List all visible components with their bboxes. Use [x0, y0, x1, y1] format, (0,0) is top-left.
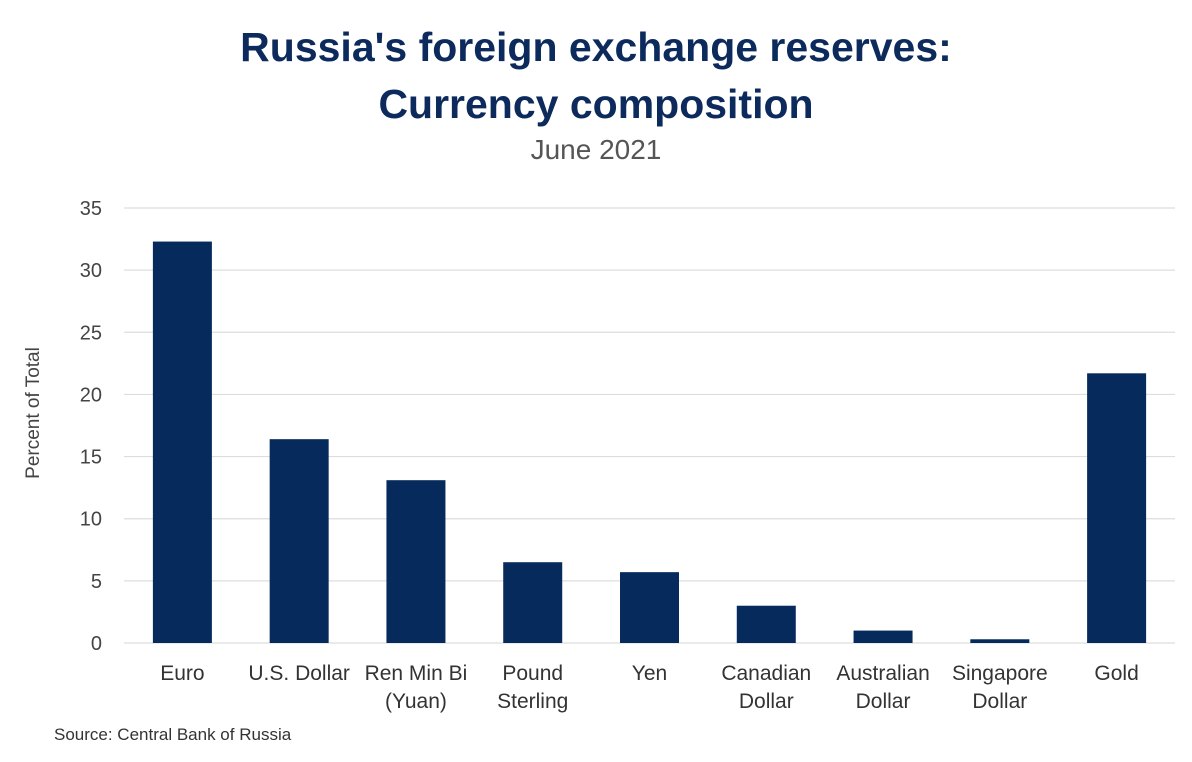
x-category-label-line: (Yuan) [385, 690, 447, 713]
x-category-label: Australian Dollar [836, 662, 929, 713]
x-category-label-line: Pound [502, 662, 563, 685]
bar [386, 480, 446, 643]
bars [152, 241, 1147, 644]
x-category-label-line: Australian [836, 662, 929, 685]
y-tick-label: 5 [91, 571, 102, 593]
x-category-label-line: Dollar [739, 690, 794, 713]
x-axis-labels: Euro U.S. Dollar Ren Min Bi (Yuan) Pound Ster… [160, 662, 1139, 713]
x-category-label: Pound Sterling [497, 662, 568, 713]
bar [736, 605, 796, 643]
x-category-label-line: Euro [160, 662, 204, 685]
x-category-label: U.S. Dollar [248, 662, 350, 685]
y-tick-label: 15 [80, 447, 102, 469]
y-axis-ticks: 0 5 10 15 20 25 30 35 [80, 198, 102, 655]
x-category-label-line: Gold [1094, 662, 1138, 685]
bar [853, 630, 913, 643]
y-tick-label: 20 [80, 384, 102, 406]
x-category-label: Yen [632, 662, 667, 685]
x-category-label: Gold [1094, 662, 1138, 685]
x-category-label-line: Yen [632, 662, 667, 685]
x-category-label-line: U.S. Dollar [248, 662, 350, 685]
y-tick-label: 35 [80, 198, 102, 220]
chart-title-line-2: Currency composition [378, 81, 814, 127]
bar [152, 241, 212, 644]
chart-subtitle: June 2021 [530, 134, 662, 165]
x-category-label-line: Ren Min Bi [365, 662, 468, 685]
source-note: Source: Central Bank of Russia [54, 725, 292, 744]
y-tick-label: 30 [80, 260, 102, 282]
x-category-label-line: Dollar [972, 690, 1027, 713]
x-category-label: Euro [160, 662, 204, 685]
bar [970, 639, 1030, 643]
x-category-label: Ren Min Bi (Yuan) [365, 662, 468, 713]
bar [1087, 373, 1147, 643]
y-tick-label: 10 [80, 509, 102, 531]
x-category-label-line: Dollar [856, 690, 911, 713]
y-axis-title: Percent of Total [23, 347, 44, 479]
x-category-label-line: Canadian [721, 662, 811, 685]
y-tick-label: 25 [80, 322, 102, 344]
x-category-label-line: Sterling [497, 690, 568, 713]
bar [620, 572, 679, 643]
chart-title-line-1: Russia's foreign exchange reserves: [240, 24, 952, 70]
bar [269, 439, 329, 643]
y-tick-label: 0 [91, 633, 102, 655]
bar [503, 562, 563, 643]
x-category-label-line: Singapore [952, 662, 1048, 685]
x-category-label: Canadian Dollar [721, 662, 811, 713]
x-category-label: Singapore Dollar [952, 662, 1048, 713]
